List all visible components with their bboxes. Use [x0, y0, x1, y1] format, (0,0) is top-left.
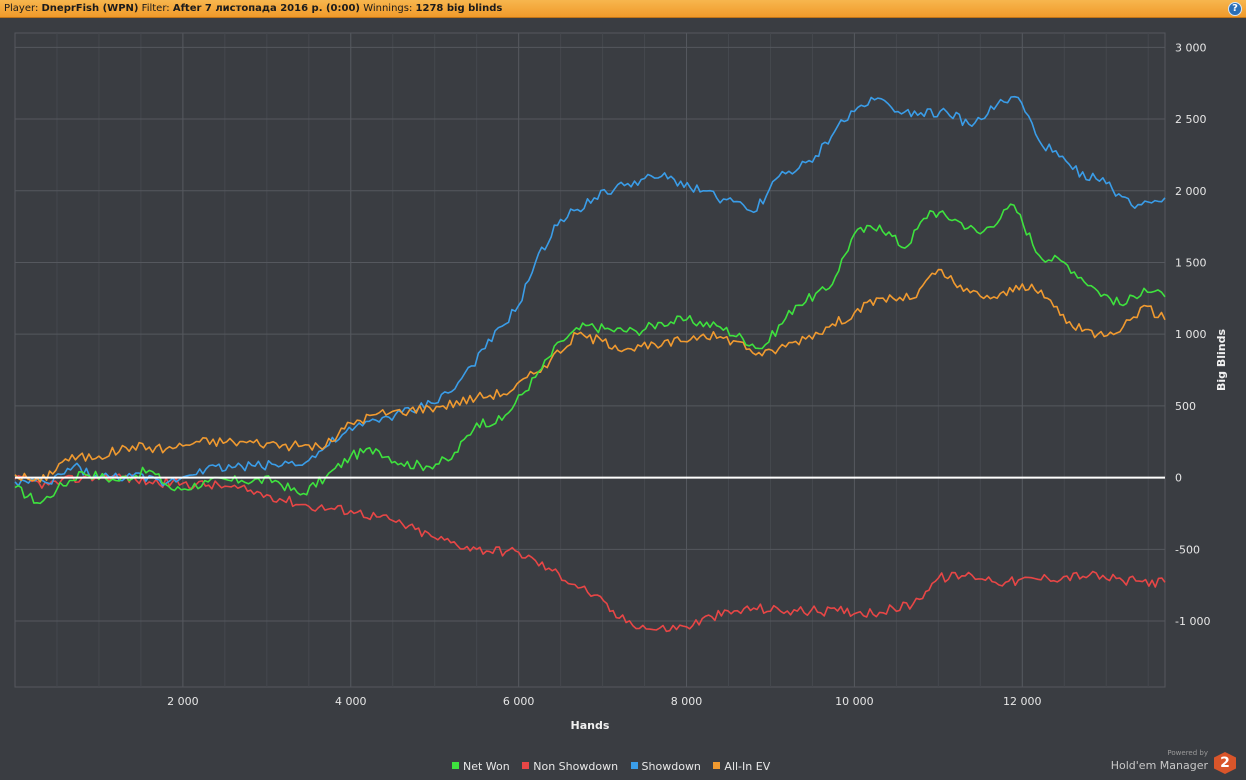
plot-area [14, 32, 1166, 688]
y-tick-label: -500 [1175, 543, 1200, 556]
filter-label: Filter: [141, 3, 170, 14]
y-tick-label: 1 500 [1175, 256, 1207, 269]
y-tick-label: 0 [1175, 472, 1182, 485]
y-tick-label: 1 000 [1175, 328, 1207, 341]
winnings-label: Winnings: [363, 3, 413, 14]
hm2-logo-icon: 2 [1214, 752, 1236, 774]
y-tick-label: 2 500 [1175, 113, 1207, 126]
legend-item-net-won[interactable]: Net Won [452, 760, 510, 773]
x-tick-label: 6 000 [503, 695, 535, 708]
legend-item-non-showdown[interactable]: Non Showdown [522, 760, 618, 773]
legend-swatch [713, 762, 721, 769]
legend-swatch [630, 762, 638, 769]
legend-label: Non Showdown [533, 760, 619, 773]
y-tick-label: 2 000 [1175, 185, 1207, 198]
series-line-all-in-ev [14, 268, 1166, 483]
legend-swatch [452, 762, 459, 769]
player-value: DneprFish (WPN) [41, 3, 139, 14]
series-line-non-showdown [14, 473, 1166, 633]
legend-swatch [522, 762, 530, 769]
x-tick-label: 8 000 [671, 695, 703, 708]
x-tick-label: 12 000 [1003, 695, 1042, 708]
legend-label: All-In EV [724, 760, 771, 773]
x-tick-label: 2 000 [167, 695, 199, 708]
y-tick-label: 3 000 [1175, 41, 1207, 54]
info-header: Player: DneprFish (WPN) Filter: After 7 … [0, 0, 1246, 18]
series-line-showdown [14, 95, 1166, 487]
legend-label: Net Won [463, 760, 510, 773]
filter-value: After 7 листопада 2016 р. (0:00) [172, 3, 360, 14]
x-tick-label: 4 000 [335, 695, 367, 708]
legend-item-showdown[interactable]: Showdown [630, 760, 701, 773]
y-axis-label: Big Blinds [1215, 329, 1228, 391]
x-axis-label: Hands [571, 719, 610, 732]
product-name: Hold'em Manager [1110, 759, 1208, 772]
legend-label: Showdown [641, 760, 701, 773]
graph-chart: 2 000 4 000 6 000 8 000 10 000 12 000 -1 000 -5… [14, 32, 1228, 732]
help-icon[interactable]: ? [1228, 2, 1242, 16]
legend-item-all-in-ev[interactable]: All-In EV [713, 760, 770, 773]
chart-legend: Net Won Non Showdown Showdown All-In EV [452, 760, 779, 774]
winnings-value: 1278 big blinds [415, 3, 503, 14]
y-tick-label: -1 000 [1175, 615, 1210, 628]
y-tick-label: 500 [1175, 400, 1196, 413]
x-tick-label: 10 000 [835, 695, 874, 708]
hm2-branding: Powered by Hold'em Manager 2 [1108, 749, 1238, 777]
player-label: Player: [4, 3, 39, 14]
powered-by-text: Powered by [1167, 749, 1208, 757]
series-line-net-won [14, 203, 1166, 505]
